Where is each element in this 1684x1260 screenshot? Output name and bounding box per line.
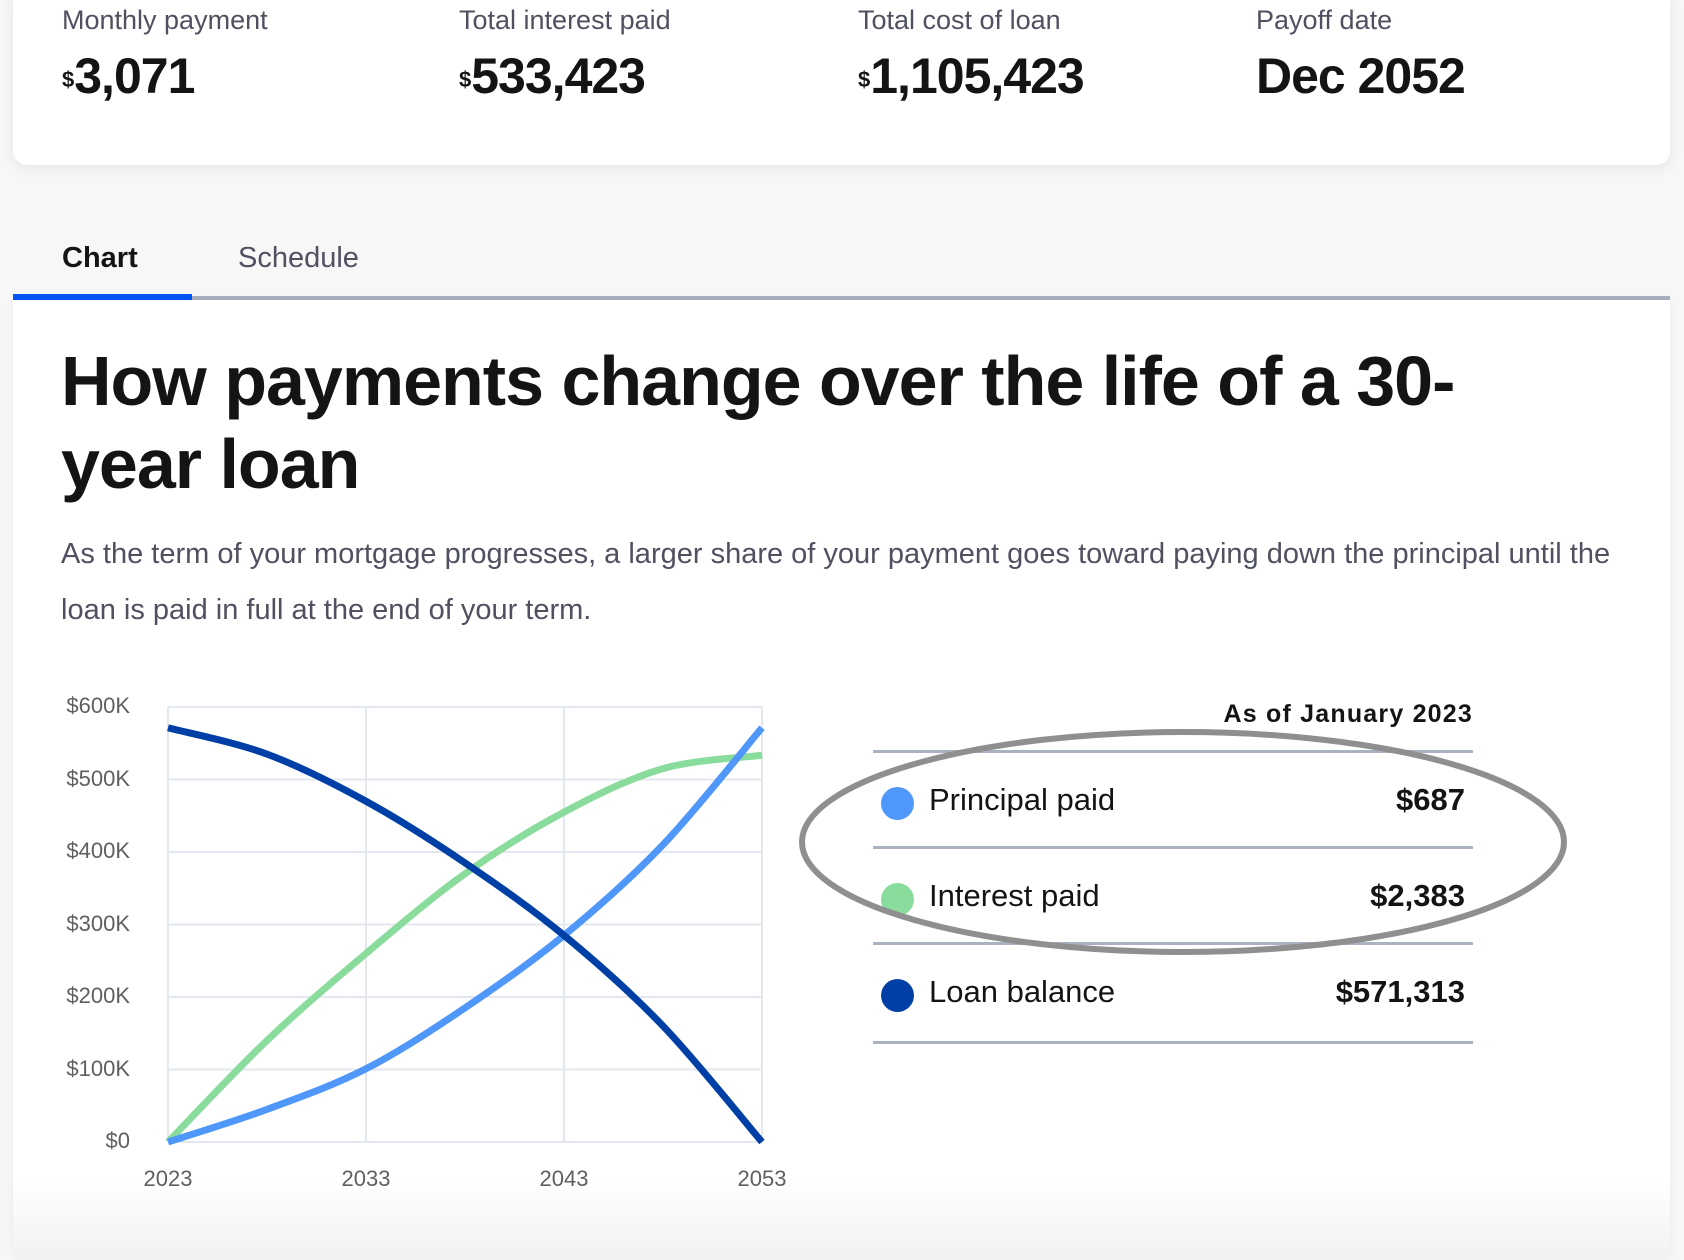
y-tick-label: $600K — [66, 693, 130, 718]
stat-value: Dec 2052 — [1256, 46, 1466, 106]
tab-schedule[interactable]: Schedule — [238, 242, 359, 274]
currency-symbol: $ — [858, 67, 870, 92]
y-tick-label: $100K — [66, 1055, 130, 1081]
stat-value: $3,071 — [62, 46, 268, 106]
stat-amount: 1,105,423 — [870, 48, 1084, 104]
legend-value: $571,313 — [1335, 974, 1465, 1009]
stat-total-cost: Total cost of loan $1,105,423 — [858, 4, 1085, 106]
legend-value: $2,383 — [1370, 878, 1465, 913]
x-tick-label: 2033 — [341, 1166, 391, 1191]
currency-symbol: $ — [62, 67, 74, 92]
stat-value: $1,105,423 — [858, 46, 1085, 106]
legend-label: Interest paid — [929, 878, 1100, 913]
interest-dot-icon — [881, 883, 914, 916]
stat-amount: Dec 2052 — [1256, 48, 1466, 104]
x-tick-label: 2043 — [539, 1166, 589, 1191]
legend-label: Principal paid — [929, 782, 1116, 817]
stat-amount: 3,071 — [74, 48, 195, 104]
interest-paid-line — [165, 751, 763, 1145]
line-chart-canvas — [165, 706, 765, 1146]
stat-label: Total interest paid — [459, 5, 671, 35]
stat-label: Monthly payment — [62, 5, 268, 35]
loan-balance-line — [167, 724, 765, 1145]
legend-title: As of January 2023 — [1223, 700, 1473, 728]
y-tick-label: $0 — [105, 1128, 130, 1153]
principal-paid-line — [166, 725, 765, 1146]
currency-symbol: $ — [459, 67, 471, 92]
legend-value: $687 — [1396, 782, 1465, 817]
stat-total-interest: Total interest paid $533,423 — [459, 4, 671, 106]
stat-monthly-payment: Monthly payment $3,071 — [62, 4, 268, 106]
stat-payoff-date: Payoff date Dec 2052 — [1256, 4, 1466, 106]
view-tabs: Chart Schedule — [13, 230, 1670, 300]
stat-value: $533,423 — [459, 46, 671, 106]
stat-label: Payoff date — [1256, 5, 1393, 35]
page-description: As the term of your mortgage progresses,… — [61, 538, 1611, 626]
legend-label: Loan balance — [929, 974, 1116, 1009]
legend-row-principal: Principal paid $687 — [873, 750, 1473, 849]
y-tick-label: $200K — [66, 983, 130, 1008]
stat-label: Total cost of loan — [858, 5, 1061, 35]
legend-row-interest: Interest paid $2,383 — [873, 846, 1473, 945]
y-tick-label: $400K — [66, 838, 130, 863]
x-tick-label: 2023 — [143, 1166, 193, 1191]
principal-dot-icon — [881, 787, 914, 820]
loan-summary-card: Monthly payment $3,071 Total interest pa… — [13, 0, 1670, 165]
balance-dot-icon — [881, 979, 914, 1012]
legend-row-balance: Loan balance $571,313 — [873, 942, 1473, 1044]
y-tick-label: $500K — [66, 765, 130, 791]
page-title: How payments change over the life of a 3… — [61, 342, 1455, 503]
active-tab-indicator — [13, 294, 192, 300]
tab-track — [13, 296, 1670, 300]
y-tick-label: $300K — [66, 910, 130, 936]
x-tick-label: 2053 — [737, 1166, 787, 1191]
stat-amount: 533,423 — [471, 48, 646, 104]
tab-chart[interactable]: Chart — [62, 242, 138, 274]
